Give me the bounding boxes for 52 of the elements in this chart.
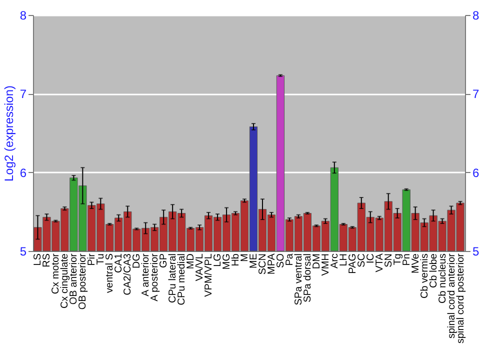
x-tick-label: A anterior	[140, 252, 152, 296]
x-tick-label: GP	[158, 253, 170, 268]
x-tick-label: OB anterior	[68, 252, 80, 305]
x-tick-label: SPa ventral	[293, 254, 304, 306]
x-tick-label: spinal cord anterior	[446, 252, 458, 339]
x-tick-label: MVe	[410, 253, 422, 274]
x-tick-label: Cx cingulate	[60, 253, 71, 309]
y-tick-label: 5	[20, 244, 27, 258]
y2-tick-label: 5	[472, 244, 480, 258]
x-tick-label: VPM/VPL	[204, 253, 215, 297]
y-axis-title: Log2 (expression)	[2, 85, 16, 182]
x-tick-label: PAG	[347, 253, 358, 274]
x-tick-label: Pa	[284, 253, 296, 266]
x-tick-label: Pir	[86, 252, 98, 266]
x-tick-label: Cb nucleus	[437, 254, 448, 304]
y-tick-label: 8	[20, 8, 27, 22]
x-tick-label: SCN	[257, 254, 268, 275]
x-tick-label: CPu medial	[176, 254, 188, 306]
x-tick-label: LS	[32, 253, 44, 266]
x-tick-label: DG	[132, 253, 143, 268]
x-tick-label: LG	[212, 253, 224, 267]
x-tick-label: SN	[383, 254, 394, 268]
x-tick-label: Tg	[392, 254, 404, 266]
x-tick-label: Pn	[401, 254, 412, 266]
x-tick-label: MPA	[266, 253, 278, 274]
y2-tick-label: 6	[472, 166, 480, 180]
x-tick-label: DM	[311, 254, 322, 270]
x-tick-label: VTA	[374, 253, 386, 272]
x-tick-label: Cb vermis	[419, 254, 430, 299]
x-tick-label: ME	[248, 253, 260, 268]
x-tick-label: OB posterior	[78, 252, 89, 310]
x-tick-label: CA2/CA3	[122, 253, 134, 296]
x-tick-label: VMH	[320, 254, 332, 276]
x-tick-label: spinal cord posterior	[455, 252, 466, 344]
x-tick-label: M	[240, 254, 251, 262]
x-tick-label: Arc	[329, 254, 340, 268]
x-tick-label: ventral S	[104, 253, 116, 293]
x-tick-label: CA1	[114, 253, 125, 273]
x-tick-label: Cb lobe	[428, 253, 440, 288]
x-tick-label: Hb	[230, 253, 242, 266]
y-tick-label: 6	[20, 166, 27, 180]
x-tick-label: SPa dorsal	[302, 254, 314, 302]
x-tick-label: A posterior	[150, 252, 161, 302]
x-tick-label: LH	[338, 254, 350, 266]
x-tick-label: Tu	[96, 254, 107, 265]
y2-tick-label: 8	[472, 8, 480, 22]
x-tick-label: SO	[275, 253, 286, 268]
x-tick-label: SC	[356, 254, 368, 268]
y2-tick-label: 7	[472, 87, 480, 102]
y-tick-label: 7	[20, 87, 27, 102]
x-tick-label: RS	[42, 253, 53, 268]
x-tick-label: IC	[365, 254, 376, 264]
